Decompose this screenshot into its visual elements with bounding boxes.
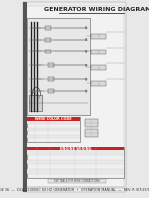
- Bar: [27, 160, 124, 164]
- Bar: [48, 89, 54, 93]
- Bar: [27, 147, 124, 178]
- Bar: [27, 117, 80, 121]
- Bar: [48, 179, 106, 183]
- Bar: [91, 65, 106, 70]
- Bar: [91, 81, 106, 86]
- Bar: [27, 147, 124, 150]
- Bar: [27, 169, 124, 174]
- Text: GENERATOR WIRING DIAGRAM: GENERATOR WIRING DIAGRAM: [44, 7, 149, 12]
- Bar: [27, 128, 80, 131]
- Bar: [48, 77, 54, 81]
- Bar: [29, 95, 42, 111]
- Bar: [91, 50, 106, 54]
- Bar: [27, 121, 80, 124]
- Bar: [45, 50, 51, 53]
- Text: ENGINE WIRING: ENGINE WIRING: [60, 147, 91, 150]
- Bar: [85, 129, 98, 137]
- Bar: [22, 2, 27, 192]
- Bar: [91, 34, 106, 39]
- Bar: [85, 119, 98, 127]
- Text: SEE TABLE FOR WIRE CONNECTIONS: SEE TABLE FOR WIRE CONNECTIONS: [54, 179, 100, 183]
- Bar: [27, 135, 80, 138]
- Bar: [27, 117, 80, 142]
- Bar: [48, 63, 54, 67]
- Bar: [45, 38, 51, 42]
- Bar: [45, 26, 51, 30]
- Bar: [27, 150, 124, 155]
- Text: WIRE COLOR CODE: WIRE COLOR CODE: [35, 117, 72, 121]
- Bar: [27, 18, 90, 115]
- Text: PAGE 36  —  DCA 1100SSC 60 HZ GENERATOR  •  OPERATION MANUAL  —  REV. R (07/25/1: PAGE 36 — DCA 1100SSC 60 HZ GENERATOR • …: [0, 188, 149, 192]
